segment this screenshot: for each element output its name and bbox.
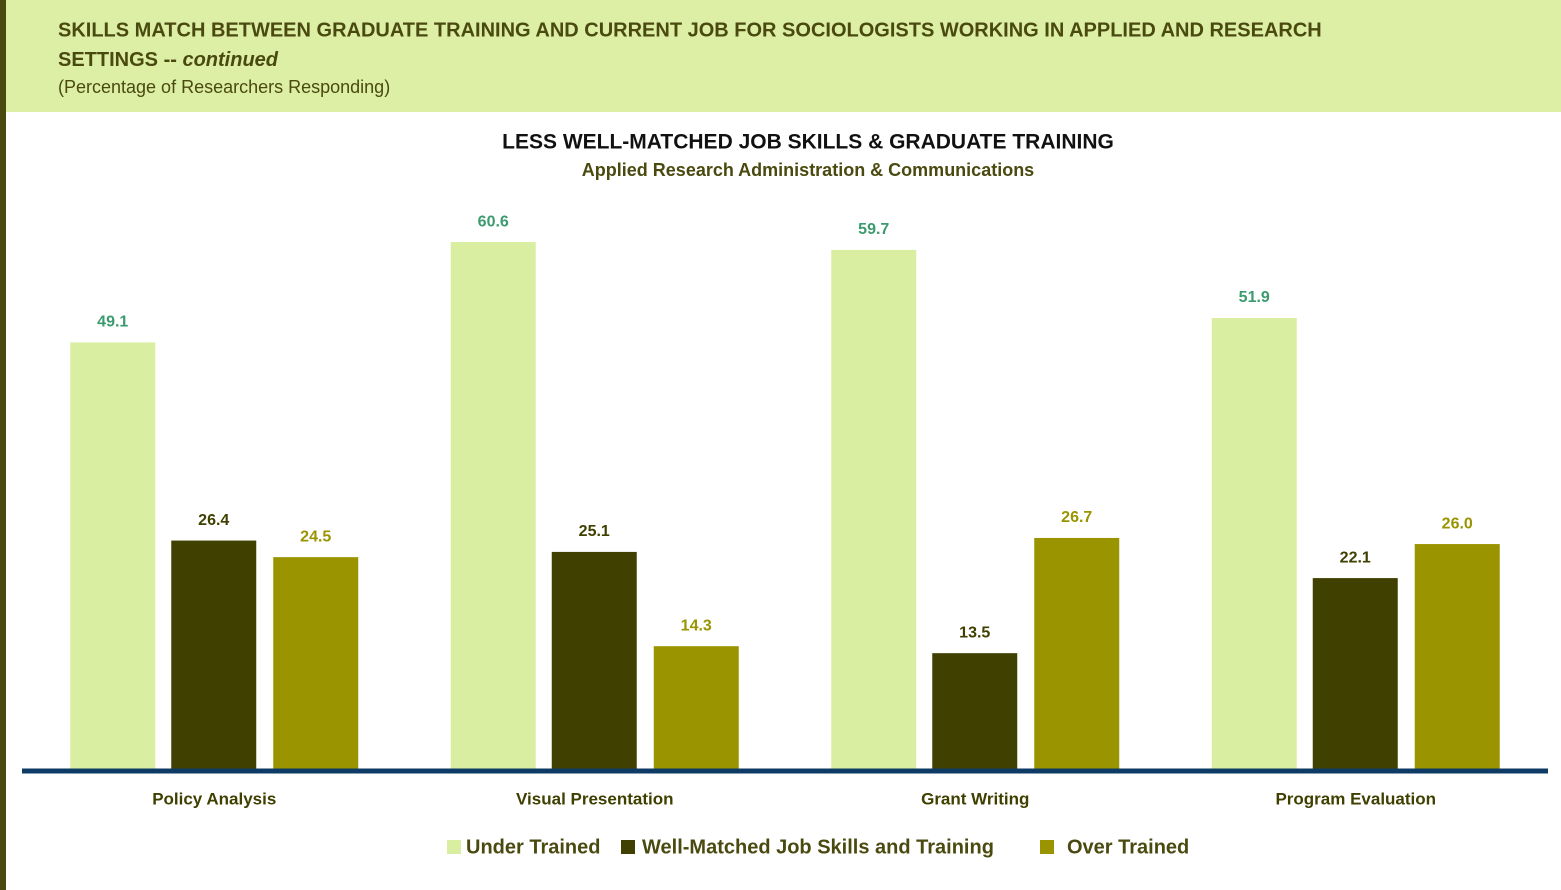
legend-swatch	[621, 840, 635, 854]
bar	[932, 653, 1018, 771]
header-band	[0, 0, 1561, 112]
value-label: 60.6	[478, 213, 509, 230]
x-tick-label: Visual Presentation	[516, 789, 673, 808]
value-label: 59.7	[858, 221, 889, 238]
value-label: 51.9	[1239, 289, 1270, 306]
value-label: 26.0	[1442, 515, 1473, 532]
bar	[450, 242, 536, 771]
value-label: 26.7	[1061, 509, 1092, 526]
chart-subtitle: Applied Research Administration & Commun…	[582, 160, 1034, 180]
legend-label: Over Trained	[1067, 836, 1189, 858]
left-border	[0, 0, 6, 890]
chart-title: LESS WELL-MATCHED JOB SKILLS & GRADUATE …	[502, 131, 1114, 154]
bar	[1034, 537, 1120, 771]
value-label: 25.1	[579, 523, 610, 540]
bar	[1414, 544, 1500, 771]
bar	[653, 646, 739, 771]
value-label: 22.1	[1340, 549, 1371, 566]
bar	[70, 342, 156, 771]
value-label: 49.1	[97, 314, 128, 331]
value-label: 24.5	[300, 528, 331, 545]
bar	[1312, 578, 1398, 771]
legend-label: Under Trained	[466, 836, 600, 858]
legend-swatch	[1040, 840, 1054, 854]
legend-label: Well-Matched Job Skills and Training	[642, 836, 994, 858]
bar	[171, 540, 257, 771]
value-label: 13.5	[959, 624, 990, 641]
header-subtitle: (Percentage of Researchers Responding)	[58, 77, 390, 97]
bar	[273, 557, 359, 771]
header-title-line2: SETTINGS -- continued	[58, 49, 279, 71]
x-tick-label: Policy Analysis	[152, 789, 276, 808]
bar	[1211, 317, 1297, 771]
header-title: SKILLS MATCH BETWEEN GRADUATE TRAINING A…	[58, 19, 1322, 41]
value-label: 26.4	[198, 512, 229, 529]
x-tick-label: Program Evaluation	[1275, 789, 1436, 808]
header-title-line2-text: SETTINGS --	[58, 49, 177, 71]
bar	[551, 551, 637, 771]
header-emphasis: continued	[182, 49, 278, 71]
x-tick-label: Grant Writing	[921, 789, 1029, 808]
bar	[831, 249, 917, 771]
value-label: 14.3	[681, 617, 712, 634]
legend-swatch	[447, 840, 461, 854]
